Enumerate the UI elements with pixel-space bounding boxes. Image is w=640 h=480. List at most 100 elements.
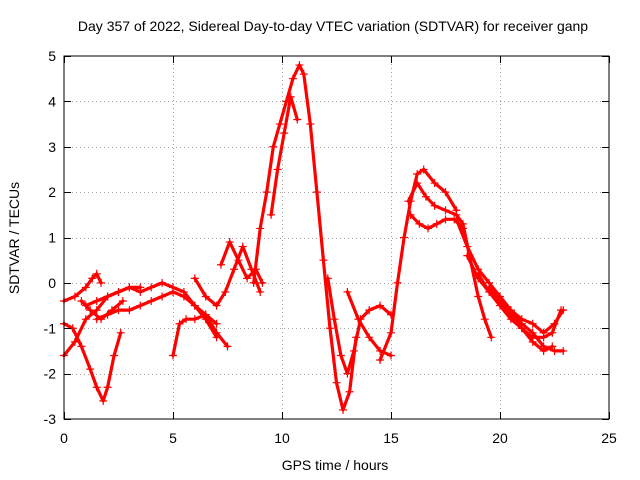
series-track-12 — [323, 274, 395, 378]
x-axis: 0 5 10 15 20 25 — [60, 56, 617, 446]
data-point — [223, 342, 232, 351]
data-point — [158, 278, 167, 287]
data-point — [354, 315, 363, 324]
data-point — [393, 278, 402, 287]
data-point — [517, 315, 526, 324]
data-point — [365, 306, 374, 315]
data-point — [286, 92, 295, 101]
x-tick-label: 5 — [169, 430, 177, 446]
data-point — [528, 319, 537, 328]
y-axis: -3 -2 -1 0 1 2 3 4 5 — [44, 48, 609, 427]
data-point — [506, 306, 515, 315]
data-point — [539, 328, 548, 337]
x-tick-label: 20 — [492, 430, 508, 446]
data-point — [81, 283, 90, 292]
data-point — [212, 328, 221, 337]
data-point — [103, 383, 112, 392]
data-point — [474, 269, 483, 278]
data-point — [169, 287, 177, 296]
data-point — [539, 346, 548, 355]
series-line — [95, 290, 219, 339]
data-point — [293, 115, 302, 124]
x-tick-label: 25 — [601, 430, 617, 446]
data-point — [336, 351, 345, 360]
data-point — [463, 251, 472, 260]
series-line — [487, 285, 565, 335]
data-point — [323, 274, 332, 283]
series-track-20 — [485, 283, 568, 337]
data-point — [485, 283, 494, 292]
y-tick-label: -3 — [44, 411, 57, 427]
data-point — [559, 306, 568, 315]
data-point — [147, 283, 156, 292]
data-point — [212, 301, 221, 310]
data-point — [256, 224, 265, 233]
data-point — [70, 292, 79, 301]
data-point — [365, 333, 374, 342]
x-tick-label: 15 — [383, 430, 399, 446]
series-line — [193, 245, 262, 308]
data-point — [548, 328, 557, 337]
data-point — [103, 310, 112, 319]
data-point — [280, 129, 289, 138]
data-point — [201, 292, 210, 301]
data-point — [528, 333, 537, 342]
series-track-6 — [92, 287, 221, 342]
data-point — [258, 278, 267, 287]
data-point — [452, 215, 461, 224]
data-point — [88, 274, 97, 283]
data-point — [432, 219, 441, 228]
data-point — [81, 315, 90, 324]
y-tick-label: 4 — [48, 93, 56, 109]
data-point — [430, 179, 439, 188]
data-point — [441, 215, 450, 224]
data-point — [238, 242, 247, 251]
data-point — [86, 306, 95, 315]
data-point — [343, 287, 352, 296]
plot-frame — [63, 55, 610, 420]
data-point — [550, 319, 559, 328]
data-point — [234, 256, 243, 265]
data-point — [77, 297, 86, 306]
data-point — [376, 301, 385, 310]
data-point — [325, 324, 334, 333]
data-point — [230, 265, 239, 274]
data-point — [201, 310, 210, 319]
data-point — [295, 61, 304, 70]
data-point — [312, 188, 321, 197]
data-point — [413, 179, 422, 188]
data-point — [267, 210, 276, 219]
data-point — [496, 297, 504, 306]
data-point — [517, 324, 526, 333]
data-point — [99, 396, 108, 405]
data-point — [114, 306, 123, 315]
data-point — [306, 120, 315, 129]
series-track-7 — [169, 310, 232, 360]
data-point — [550, 346, 559, 355]
data-point — [269, 142, 278, 151]
data-point — [92, 315, 101, 324]
data-point — [559, 346, 568, 355]
data-point — [190, 274, 199, 283]
data-point — [404, 197, 413, 206]
data-point — [415, 219, 424, 228]
data-point — [400, 233, 409, 242]
series-track-1 — [60, 319, 125, 405]
data-point — [424, 224, 433, 233]
data-point — [419, 165, 428, 174]
data-point — [387, 351, 395, 360]
data-point — [179, 292, 188, 301]
data-point — [349, 346, 358, 355]
series-track-9 — [216, 238, 267, 287]
x-tick-label: 10 — [274, 430, 290, 446]
data-point — [125, 306, 134, 315]
data-point — [330, 315, 339, 324]
data-point — [110, 351, 119, 360]
data-point — [182, 315, 191, 324]
y-tick-label: 3 — [48, 139, 56, 155]
series-line — [62, 322, 123, 403]
data-point — [273, 165, 282, 174]
data-point — [249, 278, 258, 287]
data-point — [114, 287, 123, 296]
